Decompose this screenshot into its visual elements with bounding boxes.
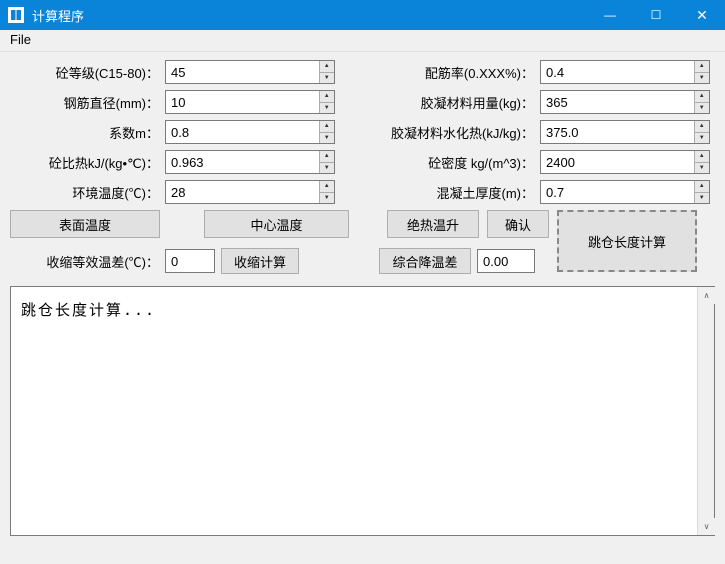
input-hydration-heat[interactable] [541,121,694,143]
close-button[interactable]: ✕ [679,0,725,30]
window-title: 计算程序 [32,6,587,25]
spin-down-icon[interactable]: ▼ [320,103,334,114]
input-comprehensive-result[interactable] [477,249,535,273]
window-controls: — ☐ ✕ [587,0,725,30]
spin-up-icon[interactable]: ▲ [695,61,709,73]
spinner-rebar-diameter[interactable]: ▲▼ [165,90,335,114]
label-binder-amount: 胶凝材料用量(kg)： [365,93,540,112]
spin-up-icon[interactable]: ▲ [695,181,709,193]
app-icon [8,7,24,23]
label-concrete-grade: 砼等级(C15-80)： [10,63,165,82]
input-shrink-temp[interactable] [165,249,215,273]
titlebar: 计算程序 — ☐ ✕ [0,0,725,30]
spinner-binder-amount[interactable]: ▲▼ [540,90,710,114]
label-shrink-temp: 收缩等效温差(℃)： [10,252,165,271]
menu-file[interactable]: File [6,32,35,47]
label-thickness: 混凝土厚度(m)： [365,183,540,202]
spinner-hydration-heat[interactable]: ▲▼ [540,120,710,144]
output-area: 跳仓长度计算... ∧ ∨ [10,286,715,536]
label-rebar-diameter: 钢筋直径(mm)： [10,93,165,112]
label-rebar-ratio: 配筋率(0.XXX%)： [365,63,540,82]
comprehensive-button[interactable]: 综合降温差 [379,248,471,274]
label-hydration-heat: 胶凝材料水化热(kJ/kg)： [365,123,540,142]
spin-up-icon[interactable]: ▲ [695,151,709,163]
scrollbar-vertical[interactable]: ∧ ∨ [697,287,714,535]
center-temp-button[interactable]: 中心温度 [204,210,349,238]
input-concrete-grade[interactable] [166,61,319,83]
spinner-rebar-ratio[interactable]: ▲▼ [540,60,710,84]
spin-down-icon[interactable]: ▼ [320,133,334,144]
menubar: File [0,30,725,52]
input-binder-amount[interactable] [541,91,694,113]
label-ambient-temp: 环境温度(℃)： [10,183,165,202]
spinner-density[interactable]: ▲▼ [540,150,710,174]
form-area: 砼等级(C15-80)： ▲▼ 配筋率(0.XXX%)： ▲▼ 钢筋直径(mm)… [0,52,725,280]
input-rebar-ratio[interactable] [541,61,694,83]
surface-temp-button[interactable]: 表面温度 [10,210,160,238]
spin-down-icon[interactable]: ▼ [695,163,709,174]
confirm-button[interactable]: 确认 [487,210,549,238]
input-ambient-temp[interactable] [166,181,319,203]
spin-up-icon[interactable]: ▲ [695,121,709,133]
adiabatic-button[interactable]: 绝热温升 [387,210,479,238]
spin-down-icon[interactable]: ▼ [695,103,709,114]
spin-up-icon[interactable]: ▲ [320,91,334,103]
spinner-specific-heat[interactable]: ▲▼ [165,150,335,174]
spin-down-icon[interactable]: ▼ [695,193,709,204]
input-density[interactable] [541,151,694,173]
spinner-concrete-grade[interactable]: ▲▼ [165,60,335,84]
input-specific-heat[interactable] [166,151,319,173]
spinner-coeff-m[interactable]: ▲▼ [165,120,335,144]
spin-up-icon[interactable]: ▲ [320,151,334,163]
spin-up-icon[interactable]: ▲ [320,181,334,193]
input-rebar-diameter[interactable] [166,91,319,113]
spin-down-icon[interactable]: ▼ [320,163,334,174]
shrink-calc-button[interactable]: 收缩计算 [221,248,299,274]
spin-up-icon[interactable]: ▲ [320,61,334,73]
spin-down-icon[interactable]: ▼ [695,73,709,84]
spinner-ambient-temp[interactable]: ▲▼ [165,180,335,204]
spin-up-icon[interactable]: ▲ [695,91,709,103]
label-density: 砼密度 kg/(m^3)： [365,153,540,172]
spin-down-icon[interactable]: ▼ [320,73,334,84]
minimize-button[interactable]: — [587,0,633,30]
spin-down-icon[interactable]: ▼ [320,193,334,204]
scroll-down-icon[interactable]: ∨ [698,518,715,535]
input-coeff-m[interactable] [166,121,319,143]
spinner-thickness[interactable]: ▲▼ [540,180,710,204]
maximize-button[interactable]: ☐ [633,0,679,30]
label-coeff-m: 系数m： [10,123,165,142]
label-specific-heat: 砼比热kJ/(kg•℃)： [10,153,165,172]
input-thickness[interactable] [541,181,694,203]
spin-down-icon[interactable]: ▼ [695,133,709,144]
spin-up-icon[interactable]: ▲ [320,121,334,133]
scroll-up-icon[interactable]: ∧ [698,287,715,304]
jump-calc-button[interactable]: 跳仓长度计算 [557,210,697,272]
output-text: 跳仓长度计算... [11,287,714,332]
